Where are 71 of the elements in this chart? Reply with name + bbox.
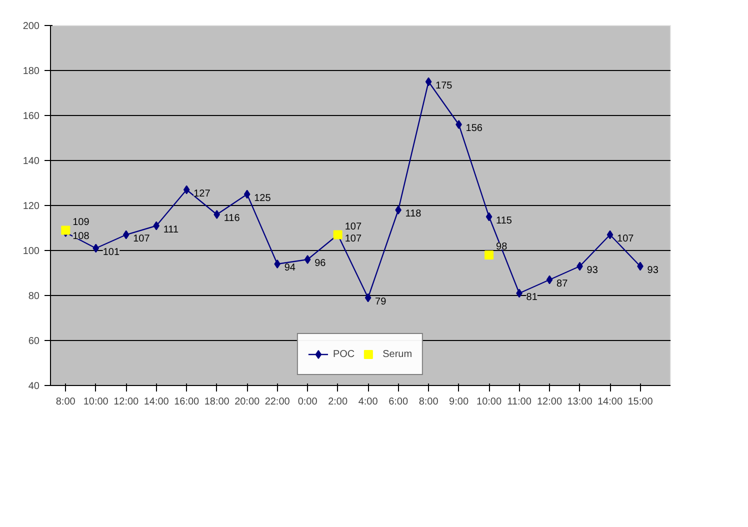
point xyxy=(486,212,492,222)
point xyxy=(153,221,160,230)
data-label: 93 xyxy=(647,264,659,276)
x-tick-label: 8:00 xyxy=(418,396,439,408)
data-label: 98 xyxy=(496,242,508,252)
x-tick-label: 15:00 xyxy=(628,396,654,408)
data-label: 81 xyxy=(526,292,538,303)
x-tick-label: 4:00 xyxy=(358,396,378,408)
x-tick-label: 22:00 xyxy=(264,396,290,408)
point xyxy=(244,190,250,199)
x-tick-label: 14:00 xyxy=(144,396,170,408)
x-tick-label: 12:00 xyxy=(114,396,140,408)
data-label: 118 xyxy=(405,208,422,220)
point xyxy=(425,77,432,86)
point xyxy=(546,275,553,284)
point xyxy=(61,226,70,235)
y-tick-label: 60 xyxy=(28,336,40,347)
data-label: 96 xyxy=(314,258,326,269)
y-tick-label: 40 xyxy=(28,381,40,392)
data-label: 87 xyxy=(556,278,568,290)
legend-label: Serum xyxy=(382,348,412,360)
data-label: 156 xyxy=(466,123,483,134)
y-tick-label: 140 xyxy=(22,156,40,167)
data-label: 107 xyxy=(617,233,634,244)
point xyxy=(274,260,280,268)
legend-label: POC xyxy=(332,348,355,360)
x-tick-label: 0:00 xyxy=(298,396,318,408)
x-tick-label: 11:00 xyxy=(507,396,532,408)
point xyxy=(456,120,462,129)
data-label: 101 xyxy=(102,246,120,258)
data-label: 107 xyxy=(133,233,150,244)
point xyxy=(484,250,494,260)
x-tick-label: 13:00 xyxy=(567,396,593,408)
data-label: 116 xyxy=(224,213,240,224)
point xyxy=(122,230,130,240)
point xyxy=(183,185,190,194)
point xyxy=(364,293,372,302)
data-label: 109 xyxy=(72,216,90,228)
x-tick-label: 10:00 xyxy=(83,396,109,408)
data-label: 107 xyxy=(344,221,362,232)
x-tick-label: 18:00 xyxy=(204,396,230,408)
x-tick-label: 2:00 xyxy=(328,396,348,408)
point xyxy=(214,210,220,219)
data-label: 115 xyxy=(496,215,512,226)
data-label: 93 xyxy=(586,264,598,276)
x-tick-label: 10:00 xyxy=(476,396,502,408)
x-tick-label: 14:00 xyxy=(598,396,623,408)
point xyxy=(606,230,614,240)
x-tick-label: 8:00 xyxy=(56,396,76,408)
point xyxy=(92,244,100,253)
x-tick-label: 16:00 xyxy=(174,396,200,408)
data-label: 107 xyxy=(344,233,362,244)
x-tick-label: 20:00 xyxy=(234,396,260,408)
x-tick-label: 9:00 xyxy=(449,396,469,408)
y-tick-label: 180 xyxy=(22,66,40,77)
y-tick-label: 100 xyxy=(22,246,40,257)
data-label: 79 xyxy=(375,296,387,308)
x-tick-label: 12:00 xyxy=(537,396,562,408)
point xyxy=(395,206,402,214)
y-tick-label: 80 xyxy=(28,291,40,302)
data-label: 111 xyxy=(163,224,179,236)
data-label: 175 xyxy=(436,80,453,92)
y-tick-label: 200 xyxy=(22,21,40,32)
data-label: 125 xyxy=(254,192,272,204)
data-label: 108 xyxy=(72,231,90,242)
data-label: 94 xyxy=(284,262,296,274)
point xyxy=(304,255,311,264)
y-tick-label: 120 xyxy=(22,201,40,212)
y-tick-label: 160 xyxy=(22,111,40,122)
x-tick-label: 6:00 xyxy=(388,396,408,408)
data-label: 127 xyxy=(194,188,211,200)
